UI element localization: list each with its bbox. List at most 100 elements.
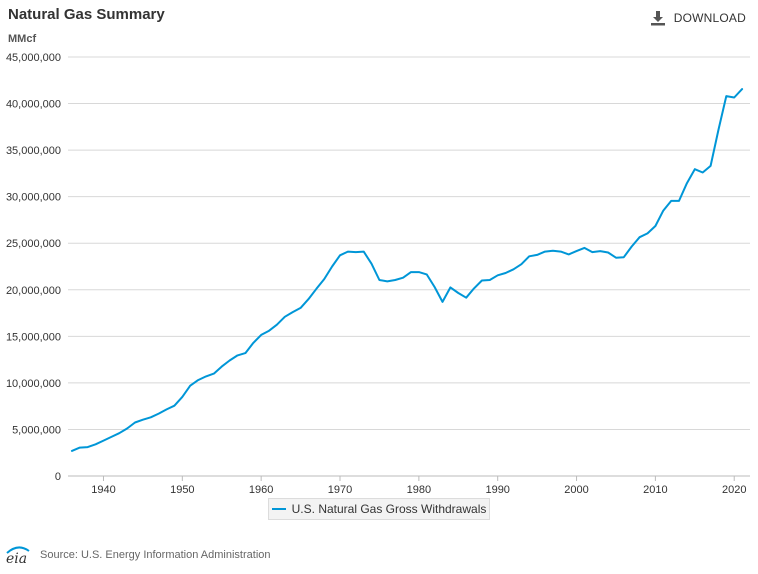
source-text: Source: U.S. Energy Information Administ… [40, 549, 271, 561]
y-tick-label: 40,000,000 [6, 99, 61, 111]
data-point[interactable] [574, 248, 580, 254]
data-point[interactable] [100, 438, 106, 444]
data-point[interactable] [715, 127, 721, 133]
data-point[interactable] [692, 166, 698, 172]
x-tick-label: 2000 [564, 484, 588, 496]
data-point[interactable] [581, 245, 587, 251]
data-point[interactable] [116, 430, 122, 436]
data-point[interactable] [93, 441, 99, 447]
data-point[interactable] [337, 252, 343, 258]
data-point[interactable] [637, 234, 643, 240]
data-point[interactable] [510, 266, 516, 272]
data-point[interactable] [376, 277, 382, 283]
data-point[interactable] [660, 208, 666, 214]
data-point[interactable] [108, 434, 114, 440]
data-point[interactable] [605, 250, 611, 256]
data-point[interactable] [345, 249, 351, 255]
data-point[interactable] [416, 269, 422, 275]
download-button[interactable]: DOWNLOAD [650, 8, 746, 28]
data-point[interactable] [353, 249, 359, 255]
data-point[interactable] [77, 445, 83, 451]
data-point[interactable] [290, 309, 296, 315]
data-point[interactable] [455, 290, 461, 296]
data-point[interactable] [179, 394, 185, 400]
data-point[interactable] [195, 377, 201, 383]
data-point[interactable] [85, 444, 91, 450]
data-point[interactable] [219, 364, 225, 370]
data-point[interactable] [187, 383, 193, 389]
y-tick-label: 25,000,000 [6, 238, 61, 250]
data-point[interactable] [148, 414, 154, 420]
data-point[interactable] [447, 284, 453, 290]
data-point[interactable] [589, 249, 595, 255]
data-point[interactable] [471, 285, 477, 291]
data-point[interactable] [684, 180, 690, 186]
data-point[interactable] [432, 284, 438, 290]
data-point[interactable] [542, 249, 548, 255]
series-line[interactable] [70, 88, 744, 452]
data-point[interactable] [235, 352, 241, 358]
data-point[interactable] [723, 93, 729, 99]
data-point[interactable] [298, 305, 304, 311]
data-point[interactable] [321, 276, 327, 282]
y-axis: 0 5,000,000 10,000,000 15,000,000 20,000,000… [6, 52, 61, 483]
data-point[interactable] [156, 411, 162, 417]
data-point[interactable] [645, 230, 651, 236]
data-point[interactable] [203, 373, 209, 379]
data-point[interactable] [652, 223, 658, 229]
data-point[interactable] [708, 163, 714, 169]
data-point[interactable] [132, 419, 138, 425]
data-point[interactable] [700, 169, 706, 175]
data-point[interactable] [613, 255, 619, 261]
data-point[interactable] [171, 403, 177, 409]
data-point[interactable] [597, 248, 603, 254]
data-point[interactable] [282, 314, 288, 320]
data-point[interactable] [361, 249, 367, 255]
data-point[interactable] [227, 358, 233, 364]
y-tick-label: 15,000,000 [6, 331, 61, 343]
data-point[interactable] [534, 252, 540, 258]
data-point[interactable] [731, 95, 737, 101]
data-point[interactable] [274, 322, 280, 328]
data-point[interactable] [440, 299, 446, 305]
data-point[interactable] [369, 261, 375, 267]
data-point[interactable] [408, 269, 414, 275]
x-tick-label: 2020 [722, 484, 746, 496]
data-point[interactable] [305, 296, 311, 302]
data-point[interactable] [258, 332, 264, 338]
data-point[interactable] [487, 277, 493, 283]
data-point[interactable] [69, 448, 75, 454]
data-point[interactable] [140, 417, 146, 423]
data-point[interactable] [124, 426, 130, 432]
data-point[interactable] [518, 261, 524, 267]
data-point[interactable] [164, 406, 170, 412]
data-point[interactable] [329, 264, 335, 270]
data-point[interactable] [526, 253, 532, 259]
data-point[interactable] [621, 254, 627, 260]
data-point[interactable] [495, 272, 501, 278]
download-label: DOWNLOAD [673, 11, 746, 25]
data-point[interactable] [313, 286, 319, 292]
data-point[interactable] [242, 350, 248, 356]
data-point[interactable] [384, 278, 390, 284]
data-point[interactable] [211, 371, 217, 377]
data-point[interactable] [479, 277, 485, 283]
data-point[interactable] [558, 249, 564, 255]
data-point[interactable] [668, 198, 674, 204]
x-tick-label: 1960 [249, 484, 273, 496]
legend-item[interactable]: U.S. Natural Gas Gross Withdrawals [268, 498, 490, 520]
data-point[interactable] [250, 340, 256, 346]
data-point[interactable] [550, 248, 556, 254]
data-point[interactable] [629, 243, 635, 249]
y-tick-label: 30,000,000 [6, 192, 61, 204]
data-point[interactable] [463, 295, 469, 301]
data-point[interactable] [424, 271, 430, 277]
data-point[interactable] [566, 251, 572, 257]
data-point[interactable] [676, 198, 682, 204]
data-point[interactable] [266, 328, 272, 334]
data-point[interactable] [400, 275, 406, 281]
y-axis-unit-label: MMcf [8, 33, 36, 45]
data-point[interactable] [392, 277, 398, 283]
data-point[interactable] [739, 86, 745, 92]
data-point[interactable] [503, 270, 509, 276]
